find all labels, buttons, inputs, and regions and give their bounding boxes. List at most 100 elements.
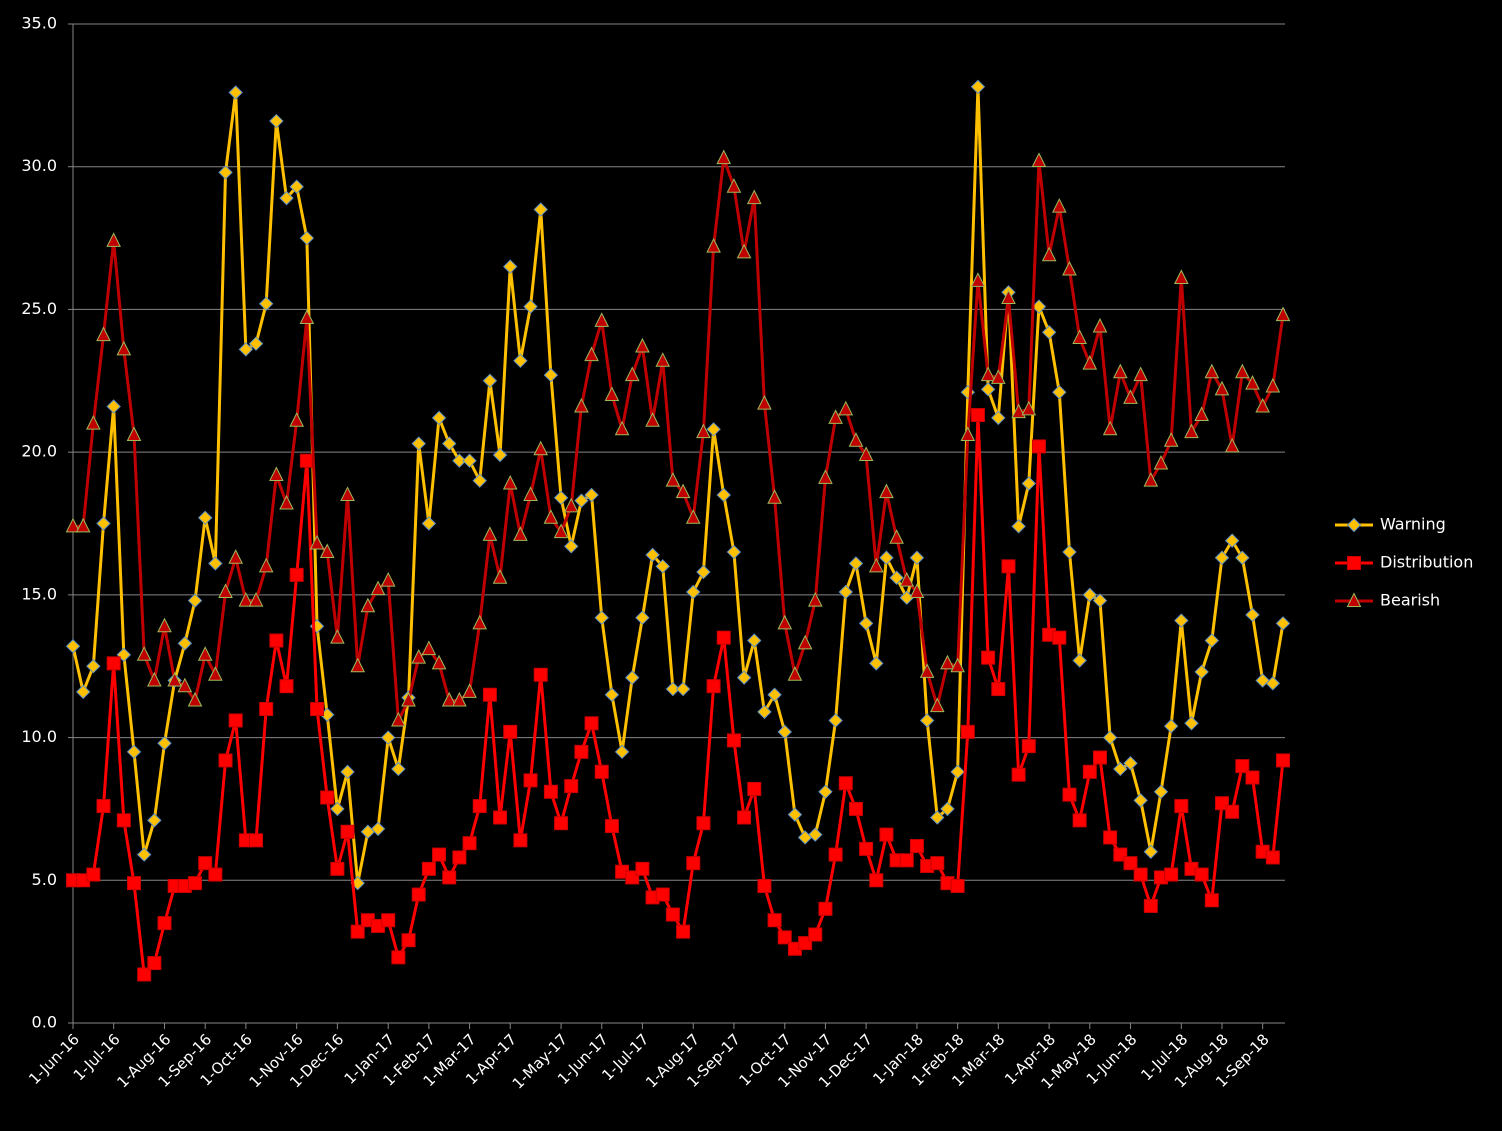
marker [411, 887, 426, 902]
marker [543, 509, 559, 524]
marker [635, 337, 650, 353]
marker [1072, 329, 1087, 344]
marker [1184, 423, 1199, 439]
y-tick-label: 25.0 [21, 299, 57, 318]
marker [1052, 630, 1067, 645]
marker [1225, 804, 1240, 819]
marker [594, 312, 610, 327]
marker [391, 711, 406, 727]
series [66, 408, 1290, 982]
marker [248, 336, 264, 351]
legend-label: Bearish [1380, 591, 1440, 610]
marker [533, 440, 549, 456]
y-tick-label: 35.0 [21, 14, 57, 33]
marker [1164, 867, 1179, 882]
marker [675, 483, 691, 499]
marker [726, 733, 741, 748]
marker [106, 656, 121, 671]
marker [462, 453, 477, 468]
marker [879, 550, 894, 565]
y-tick-label: 20.0 [21, 442, 57, 461]
marker [319, 543, 335, 559]
marker [238, 591, 254, 607]
marker [1072, 813, 1087, 828]
marker [828, 409, 843, 424]
marker [1062, 544, 1077, 560]
marker [452, 453, 467, 468]
marker [686, 856, 701, 871]
marker [208, 666, 223, 681]
marker [238, 342, 254, 357]
marker [584, 346, 599, 362]
marker [665, 907, 680, 922]
marker [818, 901, 833, 916]
marker [818, 784, 833, 800]
marker [462, 683, 477, 698]
marker [1245, 770, 1260, 785]
marker [157, 617, 172, 633]
marker [919, 663, 935, 678]
marker [614, 744, 630, 760]
marker [635, 861, 650, 876]
marker [1194, 664, 1209, 680]
marker [1143, 898, 1158, 913]
marker [726, 178, 742, 193]
marker [777, 930, 792, 945]
marker [869, 656, 884, 671]
marker [604, 687, 620, 702]
marker [370, 580, 386, 596]
marker [188, 876, 203, 891]
marker [442, 436, 457, 451]
marker [116, 340, 132, 356]
marker [737, 810, 752, 825]
marker [1346, 592, 1362, 607]
marker [991, 410, 1006, 426]
marker [452, 850, 467, 865]
marker [1082, 587, 1098, 603]
marker [1113, 761, 1128, 777]
marker [706, 679, 721, 694]
marker [909, 550, 925, 565]
marker [218, 583, 233, 599]
marker [990, 369, 1006, 384]
marker [432, 847, 447, 862]
marker [879, 827, 894, 842]
marker [75, 684, 91, 700]
marker [1153, 784, 1169, 800]
marker [1265, 850, 1280, 865]
marker [940, 654, 955, 670]
marker [269, 466, 284, 481]
series [65, 149, 1291, 727]
marker [838, 776, 853, 791]
marker [75, 517, 91, 533]
marker [899, 853, 914, 868]
marker [126, 744, 142, 760]
marker [310, 702, 325, 717]
marker [177, 677, 193, 693]
marker [767, 687, 782, 702]
marker [340, 824, 355, 839]
marker [86, 414, 101, 430]
marker [808, 827, 823, 842]
marker [513, 833, 528, 848]
marker [1011, 519, 1026, 534]
y-tick-label: 5.0 [32, 870, 57, 889]
marker [930, 810, 945, 825]
marker [594, 764, 609, 779]
marker [442, 870, 457, 885]
marker [1031, 152, 1047, 168]
marker [330, 801, 345, 817]
marker [1052, 384, 1067, 400]
marker [258, 296, 274, 311]
marker [1031, 299, 1047, 314]
marker [808, 927, 823, 942]
marker [554, 816, 569, 831]
marker [1082, 764, 1097, 779]
marker [198, 856, 213, 871]
marker [523, 299, 538, 314]
marker [248, 591, 264, 607]
marker [645, 547, 660, 563]
marker [502, 474, 518, 490]
marker [228, 713, 243, 728]
